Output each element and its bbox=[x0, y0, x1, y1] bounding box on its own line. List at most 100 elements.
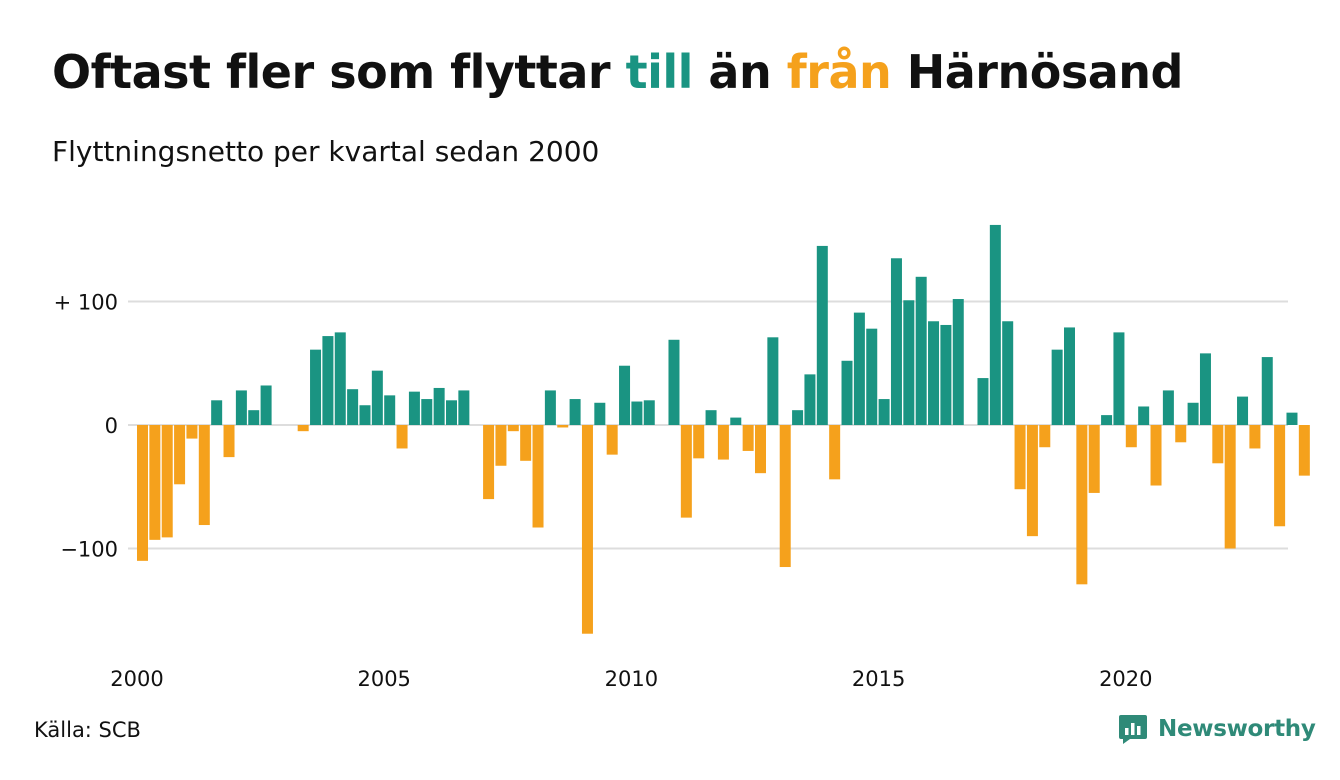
bar bbox=[211, 400, 223, 425]
bar bbox=[322, 336, 334, 425]
bar bbox=[421, 399, 433, 425]
title-part-5: Härnösand bbox=[891, 45, 1184, 99]
bar bbox=[717, 425, 729, 460]
bar bbox=[371, 370, 383, 425]
bar bbox=[408, 391, 420, 425]
bar bbox=[186, 425, 198, 439]
bar bbox=[137, 425, 148, 561]
bar bbox=[767, 337, 779, 425]
bar bbox=[1002, 321, 1014, 425]
bar bbox=[1150, 425, 1162, 486]
bar bbox=[532, 425, 544, 528]
bar bbox=[631, 401, 643, 425]
bar bbox=[1051, 349, 1063, 425]
brand-name: Newsworthy bbox=[1158, 716, 1316, 742]
bar bbox=[853, 312, 865, 426]
bar bbox=[396, 425, 408, 449]
bar bbox=[520, 425, 532, 461]
bar bbox=[384, 395, 396, 425]
title-part-1: Oftast fler som flyttar bbox=[52, 45, 626, 99]
bar bbox=[1101, 415, 1113, 425]
bar bbox=[1138, 406, 1150, 426]
bar bbox=[223, 425, 235, 458]
bar bbox=[606, 425, 618, 455]
bar bbox=[940, 324, 952, 425]
bar bbox=[161, 425, 173, 538]
newsworthy-logo-icon bbox=[1119, 715, 1147, 744]
bar bbox=[668, 339, 680, 425]
bar bbox=[779, 425, 791, 568]
bar bbox=[816, 245, 828, 425]
bar bbox=[792, 410, 804, 425]
bar bbox=[149, 425, 161, 540]
bar bbox=[1249, 425, 1261, 449]
bar bbox=[977, 378, 989, 425]
bar bbox=[198, 425, 210, 526]
bar bbox=[495, 425, 507, 466]
y-tick-label: 0 bbox=[105, 414, 118, 438]
bar bbox=[581, 425, 593, 634]
bar bbox=[903, 300, 915, 425]
bar bbox=[705, 410, 717, 425]
bar bbox=[569, 399, 581, 425]
bar bbox=[928, 321, 940, 425]
bar bbox=[1125, 425, 1137, 448]
bar bbox=[1076, 425, 1088, 585]
bar bbox=[1064, 327, 1075, 426]
bar bbox=[544, 390, 556, 425]
x-tick-label: 2015 bbox=[852, 667, 905, 691]
source-label: Källa: SCB bbox=[34, 718, 141, 742]
bar bbox=[235, 390, 247, 425]
bar bbox=[359, 405, 371, 425]
bar bbox=[260, 385, 272, 425]
bar bbox=[1237, 396, 1249, 426]
bar bbox=[1212, 425, 1224, 464]
bar bbox=[1175, 425, 1187, 443]
bar bbox=[507, 425, 519, 432]
bar bbox=[594, 402, 606, 425]
chart-title: Oftast fler som flyttar till än från Här… bbox=[52, 40, 1183, 104]
bar bbox=[483, 425, 495, 500]
bar bbox=[1039, 425, 1051, 448]
bar bbox=[952, 299, 964, 425]
bar bbox=[1014, 425, 1026, 490]
bar bbox=[890, 258, 902, 425]
y-tick-label: + 100 bbox=[54, 291, 118, 315]
bar bbox=[1088, 425, 1100, 493]
y-tick-label: −100 bbox=[60, 538, 118, 562]
bar bbox=[693, 425, 705, 459]
bar bbox=[829, 425, 841, 480]
title-highlight-fran: från bbox=[786, 45, 892, 99]
x-tick-label: 2020 bbox=[1099, 667, 1152, 691]
bar bbox=[1224, 425, 1236, 549]
bar bbox=[755, 425, 766, 474]
bar bbox=[557, 425, 569, 428]
bar bbox=[878, 399, 890, 425]
bar bbox=[866, 328, 878, 425]
bar bbox=[297, 425, 309, 432]
bar bbox=[1162, 390, 1174, 425]
bar bbox=[1026, 425, 1038, 537]
bar bbox=[174, 425, 186, 485]
title-highlight-till: till bbox=[625, 45, 694, 99]
x-tick-label: 2005 bbox=[357, 667, 410, 691]
bar bbox=[334, 332, 346, 426]
bar bbox=[1113, 332, 1125, 426]
bar bbox=[742, 425, 754, 451]
bar bbox=[1187, 402, 1199, 425]
brand: Newsworthy bbox=[1118, 713, 1316, 745]
bar bbox=[1274, 425, 1286, 527]
x-tick-label: 2010 bbox=[605, 667, 658, 691]
bar bbox=[310, 349, 322, 425]
bar bbox=[1286, 412, 1298, 425]
bar bbox=[1261, 357, 1273, 425]
bar bbox=[680, 425, 692, 518]
chart-subtitle: Flyttningsnetto per kvartal sedan 2000 bbox=[52, 135, 600, 168]
bar bbox=[458, 390, 470, 425]
title-part-3: än bbox=[692, 45, 787, 99]
bar bbox=[915, 276, 927, 425]
bar bbox=[1298, 425, 1310, 476]
bar bbox=[730, 417, 742, 425]
x-tick-label: 2000 bbox=[110, 667, 163, 691]
